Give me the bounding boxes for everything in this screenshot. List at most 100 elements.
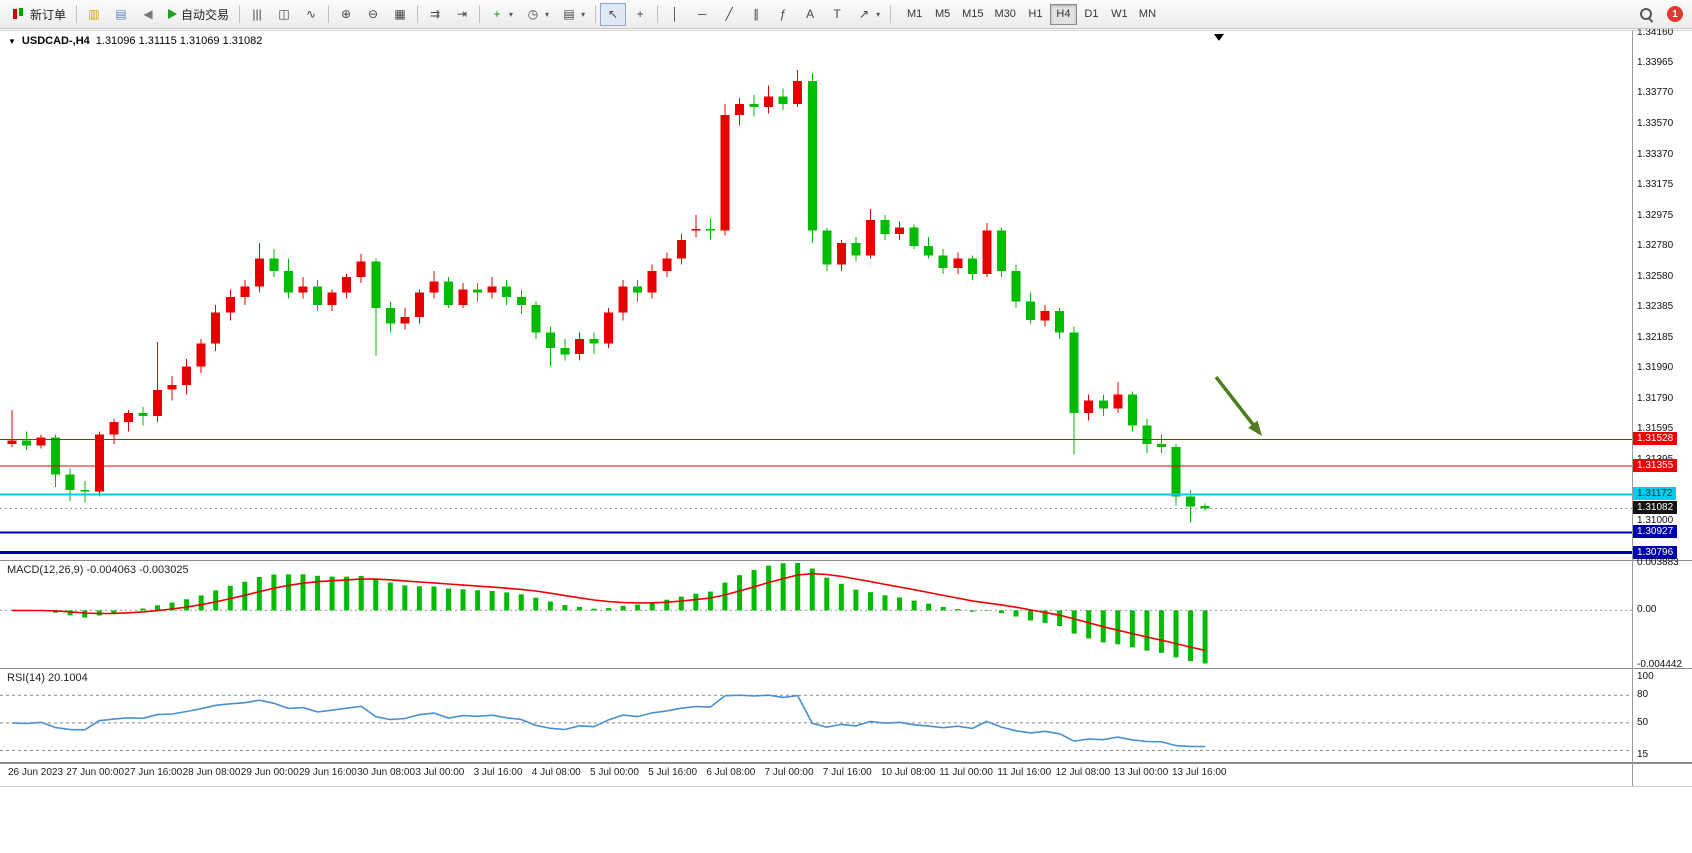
time-axis[interactable] [0, 763, 1692, 786]
arrows-button[interactable]: ↗ ▾ [851, 3, 886, 26]
toolbar-separator [657, 5, 659, 23]
toolbar-separator [479, 5, 481, 23]
arrows-icon: ↗ [859, 7, 870, 21]
zoom-out-button[interactable]: ⊖ [360, 3, 386, 26]
zoom-in-icon: ⊕ [341, 7, 352, 21]
crosshair-button[interactable]: + [627, 3, 653, 26]
trendline-button[interactable]: ╱ [716, 3, 742, 26]
text-icon: A [806, 7, 815, 21]
print-icon: ▤ [115, 7, 127, 21]
rsi-header: RSI(14) 20.1004 [7, 672, 88, 684]
indicators-icon: + [493, 7, 501, 21]
dropdown-arrow-icon: ▾ [509, 9, 514, 19]
line-chart-button[interactable]: ∿ [298, 3, 324, 26]
time-axis-border [0, 762, 1692, 763]
tile-windows-button[interactable]: ▦ [387, 3, 413, 26]
candlestick-chart[interactable] [0, 31, 1692, 559]
channel-icon: ∥ [753, 7, 760, 21]
dropdown-arrow-icon: ▾ [876, 9, 881, 19]
timeframe-m1-button[interactable]: M1 [901, 4, 928, 25]
toolbar-separator [76, 5, 78, 23]
auto-scroll-button[interactable]: ⇉ [422, 3, 448, 26]
timeframe-d1-button[interactable]: D1 [1078, 4, 1105, 25]
toolbar-separator [417, 5, 419, 23]
rsi-panel-border [0, 668, 1692, 669]
fibonacci-icon: ƒ [779, 7, 787, 21]
tile-windows-icon: ▦ [394, 7, 406, 21]
cursor-icon: ↖ [608, 7, 619, 21]
toolbar-separator [890, 5, 892, 23]
macd-header: MACD(12,26,9) -0.004063 -0.003025 [7, 564, 189, 576]
chart-top-border [0, 30, 1692, 31]
timeframe-mn-button[interactable]: MN [1134, 4, 1161, 25]
indicators-button[interactable]: + ▾ [484, 3, 519, 26]
dropdown-arrow-icon: ▾ [581, 9, 586, 19]
auto-scroll-icon: ⇉ [430, 7, 441, 21]
periods-icon: ◷ [527, 7, 539, 21]
alerts-icon: ◀ [143, 7, 153, 21]
auto-trading-label: 自动交易 [181, 7, 230, 22]
macd-panel-border [0, 560, 1692, 561]
candlestick-chart-icon: ◫ [278, 7, 290, 21]
timeframe-m30-button[interactable]: M30 [990, 4, 1021, 25]
chart-shift-marker [1214, 34, 1224, 41]
timeframe-buttons: M1 M5 M15 M30 H1 H4 D1 W1 MN [901, 3, 1161, 25]
candlestick-chart-button[interactable]: ◫ [271, 3, 297, 26]
rsi-panel[interactable] [0, 669, 1692, 762]
bar-chart-button[interactable]: ||| [244, 3, 270, 26]
toolbar-separator [239, 5, 241, 23]
trendline-icon: ╱ [725, 7, 733, 21]
horizontal-line-icon: ─ [697, 7, 707, 21]
notification-badge[interactable]: 1 [1667, 6, 1683, 22]
templates-button[interactable]: ▤ ▾ [556, 3, 591, 26]
new-order-icon [11, 7, 26, 21]
dropdown-arrow-icon: ▾ [545, 9, 550, 19]
macd-panel[interactable] [0, 561, 1692, 668]
crosshair-icon: + [636, 7, 644, 21]
timeframe-w1-button[interactable]: W1 [1106, 4, 1133, 25]
line-chart-icon: ∿ [306, 7, 317, 21]
print-button[interactable]: ▤ [108, 3, 134, 26]
market-watch-button[interactable]: ▥ [81, 3, 107, 26]
text-button[interactable]: A [797, 3, 823, 26]
search-button[interactable] [1633, 3, 1659, 26]
zoom-in-button[interactable]: ⊕ [333, 3, 359, 26]
timeframe-m15-button[interactable]: M15 [957, 4, 988, 25]
toolbar-separator [328, 5, 330, 23]
chart-ohlc-values: 1.31096 1.31115 1.31069 1.31082 [95, 35, 263, 47]
window-bottom-border [0, 786, 1692, 787]
new-order-button[interactable]: 新订单 [5, 3, 72, 26]
vertical-line-button[interactable]: │ [662, 3, 688, 26]
market-watch-icon: ▥ [88, 7, 100, 21]
toolbar: 新订单 ▥ ▤ ◀ 自动交易 ||| ◫ ∿ ⊕ ⊖ ▦ ⇉ ⇥ + ▾ ◷ ▾ ▤ ▾ ↖ + │ ─ ╱ ∥ ƒ A T ↗ ▾… [0, 0, 1692, 29]
channel-button[interactable]: ∥ [743, 3, 769, 26]
vertical-line-icon: │ [671, 7, 679, 21]
timeframe-h4-button[interactable]: H4 [1049, 3, 1077, 25]
horizontal-line-button[interactable]: ─ [689, 3, 715, 26]
bar-chart-icon: ||| [252, 7, 262, 21]
text-label-button[interactable]: T [824, 3, 850, 26]
down-arrow-annotation [1214, 375, 1262, 436]
chart-collapse-icon[interactable]: ▼ [8, 36, 16, 46]
toolbar-right-group: 1 [1633, 3, 1687, 26]
new-order-label: 新订单 [30, 7, 67, 22]
timeframe-m5-button[interactable]: M5 [929, 4, 956, 25]
alerts-button[interactable]: ◀ [135, 3, 161, 26]
toolbar-left-icons: ▥ ▤ ◀ [81, 3, 161, 26]
text-label-icon: T [833, 7, 841, 21]
timeframe-h1-button[interactable]: H1 [1022, 4, 1049, 25]
zoom-out-icon: ⊖ [368, 7, 379, 21]
auto-trading-button[interactable]: 自动交易 [162, 3, 235, 26]
periods-button[interactable]: ◷ ▾ [520, 3, 555, 26]
chart-shift-button[interactable]: ⇥ [449, 3, 475, 26]
auto-trading-play-icon [168, 9, 178, 19]
chart-shift-icon: ⇥ [457, 7, 468, 21]
cursor-button[interactable]: ↖ [600, 2, 627, 26]
chart-symbol-label: USDCAD-,H4 [21, 35, 90, 47]
fibonacci-button[interactable]: ƒ [770, 3, 796, 26]
chart-title-bar: ▼ USDCAD-,H4 1.31096 1.31115 1.31069 1.3… [8, 35, 262, 47]
toolbar-separator [595, 5, 597, 23]
toolbar-tools: ||| ◫ ∿ ⊕ ⊖ ▦ ⇉ ⇥ + ▾ ◷ ▾ ▤ ▾ ↖ + │ ─ ╱ ∥ ƒ A T ↗ ▾ [244, 2, 886, 26]
templates-icon: ▤ [563, 7, 575, 21]
